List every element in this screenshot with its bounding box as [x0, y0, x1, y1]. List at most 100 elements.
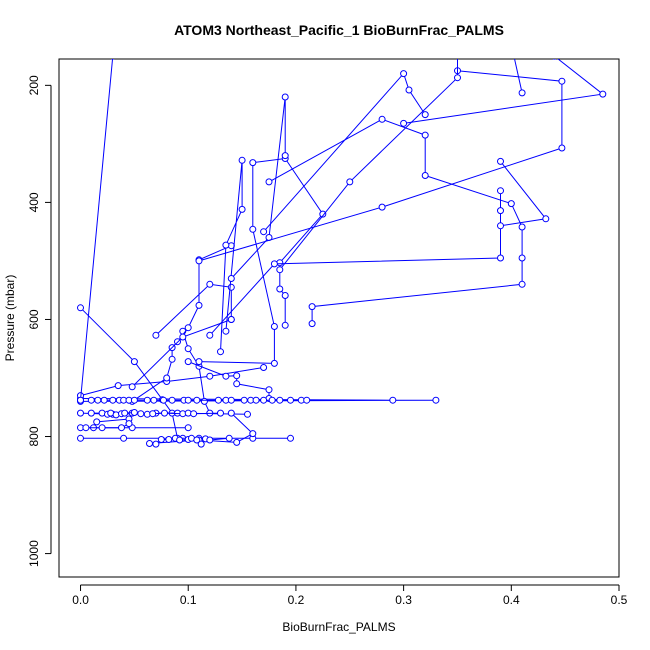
- data-point: [217, 348, 224, 356]
- data-point: [176, 436, 184, 444]
- data-point: [405, 86, 413, 94]
- data-point: [93, 418, 101, 426]
- data-point: [77, 409, 84, 417]
- data-point: [137, 410, 145, 418]
- data-point: [110, 59, 115, 60]
- series-27: [152, 434, 233, 448]
- data-point: [233, 380, 241, 388]
- data-point: [161, 409, 168, 417]
- data-point: [518, 254, 526, 262]
- x-tick-label: 0.0: [72, 593, 89, 607]
- data-point: [225, 434, 233, 442]
- data-point: [244, 410, 251, 418]
- data-point: [193, 436, 201, 444]
- series-16: [217, 156, 246, 356]
- data-point: [497, 254, 504, 262]
- data-point: [276, 396, 284, 404]
- series-19: [206, 187, 504, 339]
- y-tick-label: 800: [27, 426, 41, 446]
- data-point: [270, 323, 278, 330]
- x-tick-label: 0.3: [395, 593, 412, 607]
- data-point: [249, 159, 257, 167]
- data-point: [160, 396, 167, 404]
- series-23: [400, 59, 607, 127]
- y-tick-label: 200: [27, 75, 41, 95]
- data-point: [121, 409, 129, 417]
- data-point: [98, 424, 106, 432]
- series-15: [195, 155, 327, 367]
- data-point: [249, 225, 257, 233]
- series-24: [497, 157, 550, 230]
- data-point: [206, 331, 214, 339]
- data-point: [507, 200, 515, 208]
- data-point: [400, 119, 408, 127]
- series-28: [82, 420, 133, 432]
- data-point: [190, 410, 198, 418]
- data-point: [114, 382, 122, 390]
- data-point: [421, 111, 429, 119]
- y-axis: 200 400 600 800 1000: [27, 75, 52, 567]
- data-point: [222, 372, 230, 380]
- data-point: [130, 358, 138, 366]
- data-point: [227, 275, 235, 282]
- data-point: [558, 77, 566, 85]
- x-axis: 0.0 0.1 0.2 0.3 0.4 0.5: [72, 584, 628, 607]
- data-point: [77, 434, 84, 442]
- data-point: [552, 59, 557, 60]
- data-point: [378, 115, 386, 123]
- y-tick-label: 1000: [27, 540, 41, 567]
- data-point: [287, 434, 294, 442]
- data-point: [149, 410, 157, 418]
- data-point: [265, 386, 273, 394]
- data-point: [281, 152, 289, 160]
- data-point: [270, 260, 278, 268]
- data-point: [281, 321, 289, 329]
- series-20: [195, 67, 566, 265]
- data-point: [260, 396, 268, 404]
- data-point: [206, 280, 214, 288]
- data-point: [454, 74, 461, 82]
- data-point: [222, 241, 230, 249]
- series-line: [268, 118, 523, 324]
- plot-frame: [58, 58, 620, 578]
- series-13: [184, 358, 273, 402]
- data-point: [346, 178, 354, 186]
- data-point: [308, 303, 316, 311]
- data-point: [168, 396, 176, 404]
- data-point: [303, 396, 311, 404]
- data-point: [240, 396, 248, 404]
- data-point: [193, 396, 201, 404]
- data-point: [238, 156, 246, 164]
- data-point: [152, 331, 160, 339]
- data-point: [184, 324, 192, 332]
- data-point: [497, 207, 504, 215]
- data-point: [179, 333, 187, 341]
- data-point: [130, 409, 138, 416]
- series-14: [152, 280, 235, 339]
- series-line: [403, 59, 605, 124]
- data-point: [599, 90, 607, 98]
- x-axis-label: BioBurnFrac_PALMS: [282, 620, 395, 634]
- data-point: [195, 358, 203, 366]
- data-point: [222, 327, 230, 335]
- data-point: [270, 359, 278, 367]
- data-point: [195, 257, 203, 265]
- data-point: [497, 187, 504, 195]
- data-point: [227, 396, 235, 404]
- data-point: [150, 396, 158, 404]
- y-tick-label: 600: [27, 309, 41, 329]
- data-point: [217, 409, 224, 417]
- data-point: [260, 228, 268, 236]
- data-point: [109, 396, 117, 404]
- data-point: [308, 320, 316, 328]
- data-point: [252, 396, 260, 404]
- data-point: [265, 178, 273, 186]
- data-point: [143, 396, 151, 404]
- data-point: [378, 203, 386, 211]
- data-point: [497, 222, 504, 230]
- data-point: [152, 440, 160, 448]
- series-line: [279, 59, 458, 271]
- data-point: [400, 70, 408, 78]
- data-point: [100, 396, 108, 404]
